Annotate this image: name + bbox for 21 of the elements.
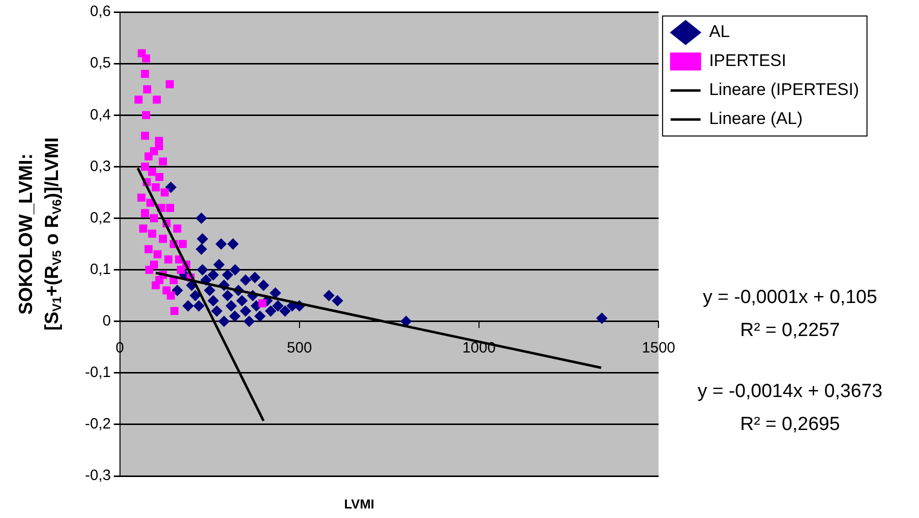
y-tick-label: 0,1	[90, 260, 111, 278]
y-tick-label: 0,4	[90, 106, 111, 124]
y-tick-label: 0,3	[90, 158, 111, 175]
y-tick-label: 0,2	[90, 209, 111, 226]
legend-label: Lineare (IPERTESI)	[709, 80, 860, 100]
legend-label: IPERTESI	[709, 51, 786, 70]
text: y = -0,0014x + 0,3673	[698, 381, 882, 402]
y-tick-label: -0,1	[84, 364, 111, 382]
text: R² = 0,2257	[740, 320, 840, 342]
x-tick-label: 500	[286, 339, 312, 356]
x-tick-label: 1500	[642, 339, 676, 356]
text: y = -0,0001x + 0,105	[702, 287, 878, 308]
legend-label: AL	[709, 22, 730, 42]
legend-label: Lineare (AL)	[709, 109, 803, 128]
text: R² = 0,2695	[740, 414, 840, 436]
y-tick-label: -0,3	[84, 467, 111, 484]
y-tick-label: 0,5	[90, 54, 111, 72]
y-tick-label: 0	[102, 312, 111, 330]
y-tick-label: 0,6	[90, 3, 111, 20]
y-tick-label: -0,2	[84, 416, 111, 433]
x-axis-title: LVMI	[344, 496, 374, 512]
